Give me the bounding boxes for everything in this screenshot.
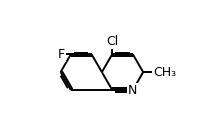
Text: Cl: Cl bbox=[106, 35, 118, 48]
Text: N: N bbox=[128, 83, 138, 96]
Text: CH₃: CH₃ bbox=[153, 66, 176, 79]
Text: F: F bbox=[57, 48, 65, 61]
